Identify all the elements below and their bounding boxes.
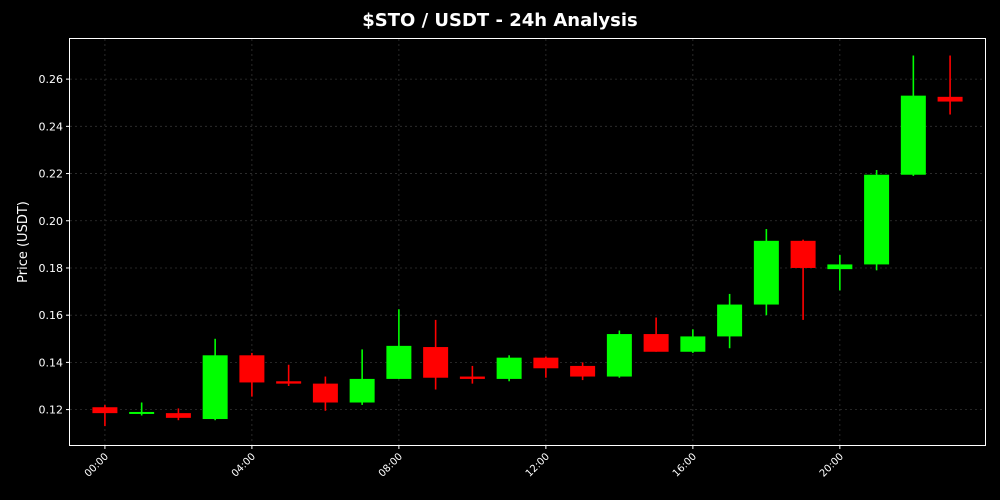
candle-body bbox=[129, 411, 155, 414]
candle-up bbox=[386, 309, 412, 379]
y-tick-label: 0.26 bbox=[39, 73, 64, 86]
candle-down bbox=[643, 317, 669, 352]
candle-body bbox=[496, 357, 522, 379]
candle-up bbox=[349, 349, 375, 405]
y-tick-label: 0.18 bbox=[39, 262, 64, 275]
y-axis: 0.12 0.14 0.16 0.18 0.20 0.22 0.24 0.26 bbox=[39, 73, 70, 417]
candle-body bbox=[570, 365, 596, 377]
candle-body bbox=[900, 95, 926, 175]
candle-down bbox=[312, 376, 338, 411]
candle-body bbox=[165, 413, 191, 418]
candle-body bbox=[239, 355, 265, 383]
candle-body bbox=[349, 378, 375, 403]
candle-body bbox=[643, 334, 669, 352]
candle-down bbox=[937, 55, 963, 115]
candle-down bbox=[533, 356, 559, 378]
candle-up bbox=[900, 55, 926, 176]
candle-body bbox=[717, 304, 743, 337]
candle-body bbox=[386, 345, 412, 379]
candle-body bbox=[312, 383, 338, 403]
candle-down bbox=[239, 352, 265, 397]
candle-up bbox=[864, 170, 890, 271]
candles bbox=[92, 55, 963, 427]
candle-down bbox=[423, 319, 449, 390]
candle-up bbox=[202, 338, 228, 421]
y-tick-label: 0.22 bbox=[39, 168, 64, 181]
candle-body bbox=[92, 407, 118, 414]
candle-body bbox=[790, 240, 816, 268]
candle-body bbox=[827, 264, 853, 270]
candle-body bbox=[864, 174, 890, 265]
candle-body bbox=[606, 334, 632, 377]
candle-up bbox=[680, 329, 706, 353]
candle-body bbox=[937, 96, 963, 102]
candle-down bbox=[276, 364, 302, 386]
y-tick-label: 0.16 bbox=[39, 309, 64, 322]
candle-up bbox=[753, 229, 779, 316]
chart-title: $STO / USDT - 24h Analysis bbox=[362, 10, 638, 31]
candle-up bbox=[827, 254, 853, 291]
candle-down bbox=[790, 239, 816, 320]
candle-body bbox=[680, 336, 706, 352]
candle-up bbox=[606, 330, 632, 378]
candle-down bbox=[459, 365, 485, 384]
candle-down bbox=[165, 408, 191, 421]
y-tick-label: 0.12 bbox=[39, 404, 64, 417]
candle-body bbox=[533, 357, 559, 369]
candle-down bbox=[570, 362, 596, 381]
candle-down bbox=[92, 404, 118, 427]
y-axis-label: Price (USDT) bbox=[16, 201, 31, 283]
candle-up bbox=[717, 293, 743, 349]
candle-body bbox=[459, 376, 485, 379]
candle-up bbox=[496, 355, 522, 382]
y-tick-label: 0.24 bbox=[39, 120, 64, 133]
candle-up bbox=[129, 402, 155, 416]
candle-body bbox=[423, 347, 449, 378]
candle-body bbox=[276, 381, 302, 384]
candle-body bbox=[202, 355, 228, 420]
y-tick-label: 0.14 bbox=[39, 356, 64, 369]
plot-frame bbox=[69, 38, 986, 446]
y-tick-label: 0.20 bbox=[39, 215, 64, 228]
candle-body bbox=[753, 240, 779, 305]
